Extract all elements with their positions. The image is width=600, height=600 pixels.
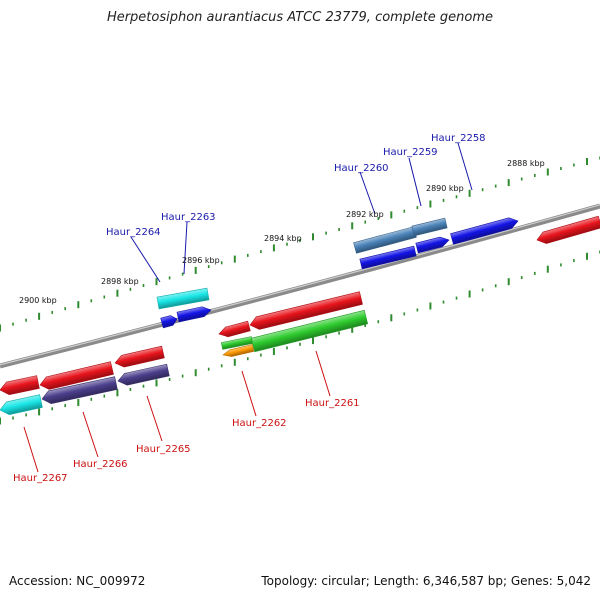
outer-tick-track [0,156,600,332]
gene-label-haur-2263: Haur_2263 [161,212,216,223]
leader-haur-2258 [457,142,473,191]
gene-arrow-haur-2263 [176,306,212,323]
backbone-line [0,203,600,369]
leader-haur-2263 [183,221,188,275]
label-leader-lines [23,142,473,473]
gene-arrow-haur-2262b [222,344,255,357]
scale-labels: 2888 kbp 2890 kbp 2892 kbp 2894 kbp 2896 kbp… [19,159,545,305]
leader-haur-2261 [315,350,331,397]
gene-arrow-haur-2258 [450,217,519,245]
scale-label: 2898 kbp [101,277,139,286]
gene-arrow-haur-2267 [0,394,43,415]
gene-arrow-haur-2261 [250,309,369,353]
map-title: Herpetosiphon aurantiacus ATCC 23779, co… [106,10,494,25]
gene-label-haur-2260: Haur_2260 [334,163,389,174]
leader-haur-2259 [408,157,422,207]
gene-arrow-haur-2260 [359,245,417,270]
leader-haur-2264 [130,236,161,283]
leader-haur-2265 [146,395,163,442]
leader-haur-2260 [359,171,376,215]
gene-labels: Haur_2258Haur_2259Haur_2260Haur_2263Haur… [13,133,486,484]
gene-label-haur-2265: Haur_2265 [136,444,191,455]
leader-haur-2267 [23,426,39,473]
gene-arrow-red-e [0,375,40,396]
gene-label-haur-2264: Haur_2264 [106,227,161,238]
scale-label: 2892 kbp [346,210,384,219]
gene-label-haur-2261: Haur_2261 [305,398,360,409]
gene-label-haur-2262: Haur_2262 [232,418,287,429]
scale-label: 2896 kbp [182,256,220,265]
gene-arrow-red-c [114,345,165,368]
gene-label-haur-2267: Haur_2267 [13,473,68,484]
gene-arrow-red-b [249,291,363,330]
gene-arrow-haur-2259 [415,236,450,254]
gene-arrow-haur-2259-upper [411,217,448,237]
gene-features [0,215,600,415]
topology-text: Topology: circular; Length: 6,346,587 bp… [261,574,591,588]
gene-arrow-haur-2263-upper [156,287,210,310]
gene-label-haur-2259: Haur_2259 [383,147,438,158]
scale-label: 2894 kbp [264,234,302,243]
scale-label: 2900 kbp [19,296,57,305]
gene-arrow-red-d [39,361,114,390]
gene-arrow-red-a [218,320,251,338]
gene-arrow-haur-2260-upper [353,226,417,254]
gene-arrow-haur-2266 [41,376,118,404]
gene-arrow-haur-2265 [117,363,170,386]
gene-arrow-haur-2264 [160,315,178,329]
gene-arrow-far-right [536,215,600,244]
leader-haur-2262 [241,370,257,417]
gene-label-haur-2258: Haur_2258 [431,133,486,144]
backbone-highlight [0,204,600,366]
accession-text: Accession: NC_009972 [9,574,146,588]
inner-tick-track [0,250,600,425]
gene-label-haur-2266: Haur_2266 [73,459,128,470]
leader-haur-2266 [82,411,99,458]
scale-label: 2888 kbp [507,159,545,168]
scale-label: 2890 kbp [426,184,464,193]
genome-backbone [0,203,600,369]
